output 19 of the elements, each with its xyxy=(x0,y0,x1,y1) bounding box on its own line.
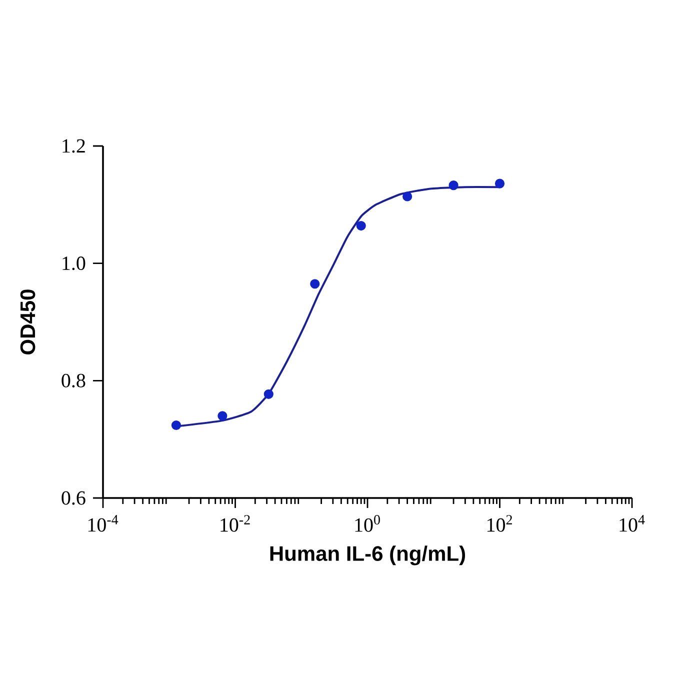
point xyxy=(494,178,505,188)
point xyxy=(218,411,228,421)
y-tick-label: 0.8 xyxy=(62,374,86,388)
point xyxy=(448,180,458,190)
y-axis-title: OD450 xyxy=(20,290,36,354)
x-tick-label: 10$^{0}$ xyxy=(355,515,380,532)
x-tick-label: 10$^{2}$ xyxy=(488,515,512,532)
point xyxy=(171,420,182,430)
x-tick-label: 10$^{-2}$ xyxy=(220,515,250,532)
x-axis-title: Human IL-6 (ng/mL) xyxy=(270,546,466,566)
y-tick-label: 1.0 xyxy=(62,256,86,270)
y-tick-label: 0.6 xyxy=(62,491,86,505)
x-tick-label: 10$^{4}$ xyxy=(620,515,645,532)
point xyxy=(356,220,366,231)
point xyxy=(264,389,274,399)
point xyxy=(402,192,412,202)
point xyxy=(310,279,320,289)
x-tick-label: 10$^{-4}$ xyxy=(88,515,118,532)
y-tick-label: 1.2 xyxy=(62,139,85,153)
